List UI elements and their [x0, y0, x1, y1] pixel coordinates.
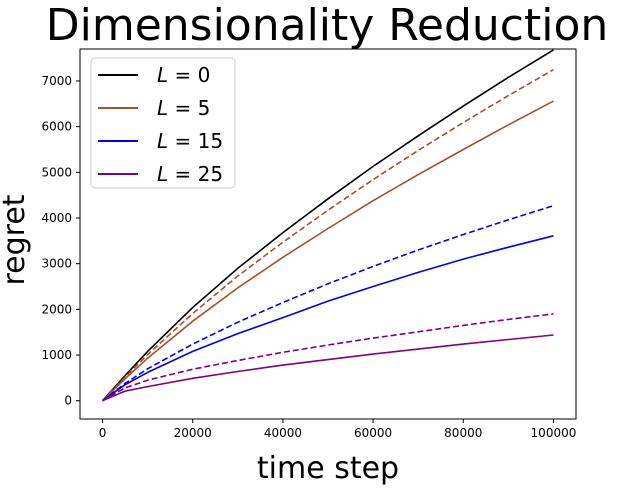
- x-tick-label: 60000: [354, 426, 392, 440]
- y-tick-label: 1000: [41, 348, 72, 362]
- x-axis: 0 20000 40000 60000 80000 100000: [99, 419, 577, 440]
- legend-entry-label: L = 15: [157, 129, 223, 153]
- y-axis: 0 1000 2000 3000 4000 5000 6000 7000: [41, 74, 80, 408]
- legend-entry-label: L = 0: [157, 63, 210, 87]
- x-tick-label: 20000: [174, 426, 212, 440]
- x-tick-label: 100000: [531, 426, 577, 440]
- chart-title: Dimensionality Reduction: [46, 0, 609, 51]
- series-line-1: [101, 100, 554, 402]
- series-layer: [101, 49, 554, 402]
- x-tick-label: 0: [99, 426, 107, 440]
- y-tick-label: 5000: [41, 165, 72, 179]
- series-line-3: [102, 235, 554, 402]
- y-tick-label: 3000: [41, 257, 72, 271]
- legend-box: [90, 57, 236, 189]
- x-tick-label: 80000: [444, 426, 482, 440]
- series-line-4: [102, 204, 554, 402]
- legend-entry-label: L = 25: [157, 162, 223, 186]
- legend: L = 0 L = 5 L = 15 L = 25: [90, 57, 236, 189]
- y-tick-label: 4000: [41, 211, 72, 225]
- y-tick-label: 6000: [41, 120, 72, 134]
- legend-entry-label: L = 5: [157, 96, 210, 120]
- y-tick-label: 7000: [41, 74, 72, 88]
- series-line-2: [101, 68, 554, 402]
- series-line-5: [102, 334, 554, 402]
- x-axis-label: time step: [257, 451, 399, 486]
- x-tick-label: 40000: [264, 426, 302, 440]
- y-axis-label: regret: [0, 194, 32, 285]
- series-line-6: [102, 313, 554, 402]
- series-line-0: [101, 49, 554, 402]
- y-tick-label: 2000: [41, 302, 72, 316]
- y-tick-label: 0: [64, 394, 72, 408]
